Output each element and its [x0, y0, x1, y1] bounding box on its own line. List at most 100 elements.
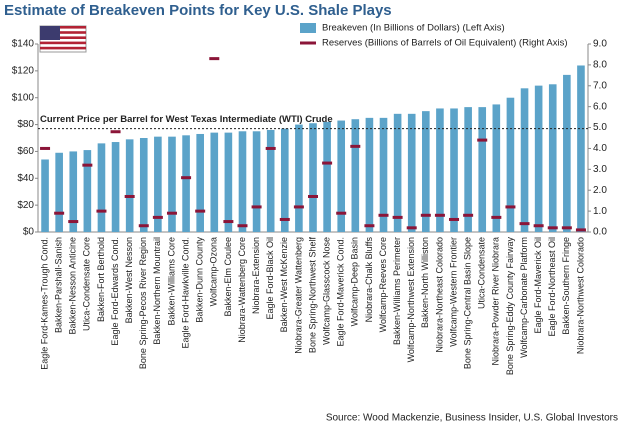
bar: [295, 124, 303, 232]
reserve-marker: [54, 211, 65, 215]
reserve-marker: [420, 213, 431, 217]
x-tick-label: Eagle Ford-Hawkville Cond.: [180, 237, 190, 349]
bar: [309, 123, 317, 232]
chart-title: Estimate of Breakeven Points for Key U.S…: [4, 2, 392, 19]
x-tick-label: Bakken-Nesson Anticine: [68, 237, 78, 335]
x-tick-label: Wolfcamp-Carbonate Platform: [519, 237, 529, 358]
y2-tick-label: 8.0: [593, 60, 607, 71]
x-tick-label: Bakken-Southern Fringe: [561, 237, 571, 335]
bar: [548, 84, 557, 233]
reserve-marker: [265, 146, 276, 150]
x-tick-label: Bone Spring-Eddy County Fairway: [505, 237, 515, 376]
bar: [154, 136, 162, 232]
bar: [563, 74, 571, 232]
bar: [577, 65, 585, 232]
x-tick-label: Niobrara-Powder River Niobrara: [491, 237, 501, 366]
bar: [337, 120, 346, 232]
reserve-marker: [322, 161, 333, 165]
y2-tick-label: 6.0: [593, 101, 607, 112]
x-tick-label: Bone Spring-Northwest Shelf: [307, 237, 317, 354]
bar: [422, 111, 430, 232]
y2-tick-label: 7.0: [593, 80, 607, 91]
reserve-marker: [477, 138, 488, 142]
x-tick-label: Wolfcamp-Deep Basin: [350, 237, 360, 326]
bar: [478, 107, 487, 232]
flag: [39, 25, 87, 53]
x-tick-label: Niobrara-Wattenberg Core: [237, 237, 247, 343]
y2-tick-label: 4.0: [593, 143, 607, 154]
reserve-marker: [463, 213, 474, 217]
reserve-marker: [392, 215, 403, 219]
reserve-marker: [491, 215, 502, 219]
bar: [450, 108, 458, 232]
reserve-marker: [181, 176, 192, 180]
reserve-marker: [124, 194, 135, 198]
bar: [393, 113, 402, 232]
legend-swatch: [300, 23, 316, 33]
reserve-marker: [575, 228, 586, 232]
bar: [69, 151, 78, 232]
x-tick-label: Eagle Ford-Maverick Oil: [533, 237, 543, 334]
x-tick-label: Bone Spring-Pecos River Region: [138, 237, 148, 369]
x-tick-label: Bakken-Williams Perimeter: [392, 237, 402, 345]
y-tick-label: $60: [17, 146, 34, 157]
legend-swatch: [300, 41, 316, 45]
reserve-marker: [364, 224, 375, 228]
legend-label: Reserves (Billions of Barrels of Oil Equ…: [322, 38, 568, 49]
reserve-marker: [82, 163, 93, 167]
x-tick-label: Utica-Condensate Core: [82, 237, 92, 331]
reserve-marker: [279, 217, 290, 221]
bar: [182, 135, 190, 232]
reserve-marker: [378, 213, 389, 217]
x-tick-label: Bakken-West McKenzie: [279, 237, 289, 332]
x-tick-label: Wolfcamp-Glasscock Nose: [321, 237, 331, 345]
x-tick-label: Bone Spring-Central Basin Slope: [463, 237, 473, 369]
reserve-marker: [166, 211, 177, 215]
reserve-marker: [336, 211, 347, 215]
legend-label: Breakeven (In Billions of Dollars) (Left…: [322, 23, 505, 34]
y-tick-label: $120: [12, 65, 35, 76]
x-tick-label: Eagle Ford-Kames-Trough Cond.: [39, 237, 49, 370]
y2-tick-label: 2.0: [593, 185, 607, 196]
x-tick-label: Eagle Ford-Edwards Cond.: [110, 237, 120, 346]
x-tick-label: Bakken-Dunn County: [195, 237, 205, 323]
reserve-marker: [152, 215, 163, 219]
y-tick-label: $100: [12, 92, 35, 103]
x-tick-label: Bakken-North Williston: [420, 237, 430, 328]
x-tick-label: Wolfcamp-Ozona: [209, 237, 219, 306]
bar: [83, 150, 92, 232]
y-tick-label: $20: [17, 200, 34, 211]
y2-tick-label: 1.0: [593, 206, 607, 217]
x-tick-label: Wolfcamp-Western Frontier: [448, 237, 458, 347]
reserve-marker: [519, 222, 530, 226]
x-tick-label: Bakken-Northern Mountrail: [152, 237, 162, 345]
x-tick-label: Wolfcamp-Northwest Extension: [406, 237, 416, 362]
bar: [252, 131, 261, 232]
x-tick-label: Eagle Ford-Maverick Cond.: [336, 237, 346, 347]
bar: [196, 133, 204, 232]
bar: [280, 128, 289, 232]
x-tick-label: Utica-Condensate: [477, 237, 487, 309]
reserve-marker: [68, 220, 79, 224]
x-tick-label: Bakken-Elm Coulee: [223, 237, 233, 317]
reserve-marker: [350, 144, 361, 148]
reserve-marker: [209, 57, 220, 61]
reserve-marker: [449, 217, 460, 221]
bar: [520, 88, 529, 232]
y2-tick-label: 3.0: [593, 164, 607, 175]
y-tick-label: $40: [17, 173, 34, 184]
reserve-marker: [308, 194, 318, 198]
reserve-marker: [251, 205, 262, 209]
bar: [365, 117, 374, 232]
bar: [224, 132, 233, 232]
x-tick-label: Eagle Ford-Black Oil: [265, 237, 275, 320]
bar: [464, 107, 472, 232]
bar: [139, 138, 148, 232]
bar: [492, 104, 501, 232]
reserve-marker: [505, 205, 516, 209]
y-tick-label: $140: [12, 39, 35, 50]
reserve-marker: [195, 209, 206, 213]
reserve-marker: [406, 226, 417, 230]
